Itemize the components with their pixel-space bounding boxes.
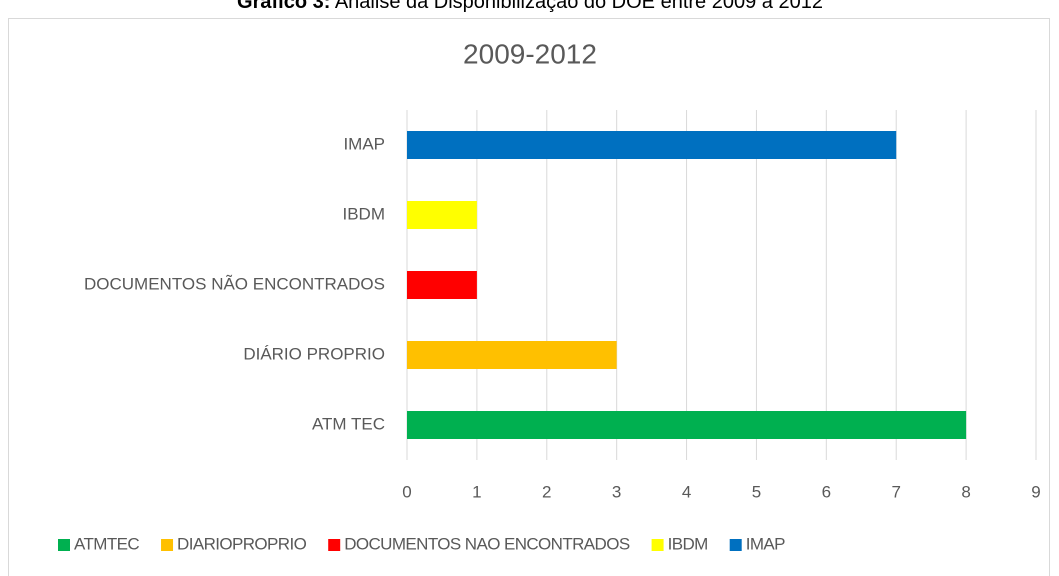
legend-label: DIARIOPROPRIO [177,534,307,553]
legend-swatch [651,539,664,551]
chart-border [8,18,1050,576]
x-tick-label: 0 [402,482,411,501]
caption-label: Gráfico 3: [237,0,330,13]
x-tick-label: 7 [891,482,900,501]
y-tick-label: DOCUMENTOS NÃO ENCONTRADOS [84,274,385,293]
caption: Gráfico 3: Análise da Disponibilização d… [237,0,823,13]
x-tick-label: 1 [472,482,481,501]
legend-label: IMAP [746,534,785,553]
bar [407,271,477,299]
legend-label: IBDM [668,534,708,553]
x-tick-label: 3 [612,482,621,501]
x-tick-label: 9 [1031,482,1040,501]
bar [407,131,897,159]
caption-text: Análise da Disponibilização do DOE entre… [335,0,823,13]
x-tick-label: 5 [752,482,761,501]
bar [407,411,967,439]
legend-label: DOCUMENTOS NAO ENCONTRADOS [344,534,630,553]
legend-swatch [58,539,70,551]
x-tick-label: 6 [822,482,831,501]
legend-label: ATMTEC [74,534,139,553]
y-tick-label: DIÁRIO PROPRIO [243,344,385,363]
legend-swatch [729,539,742,551]
legend-swatch [161,539,174,551]
y-tick-label: IBDM [343,204,386,223]
x-tick-label: 4 [682,482,691,501]
bar [407,201,477,229]
x-tick-label: 2 [542,482,551,501]
y-tick-label: ATM TEC [312,414,385,433]
bar [407,341,617,369]
y-tick-label: IMAP [343,134,385,153]
chart-title: 2009-2012 [463,38,597,69]
legend-swatch [328,539,341,551]
x-tick-label: 8 [961,482,970,501]
